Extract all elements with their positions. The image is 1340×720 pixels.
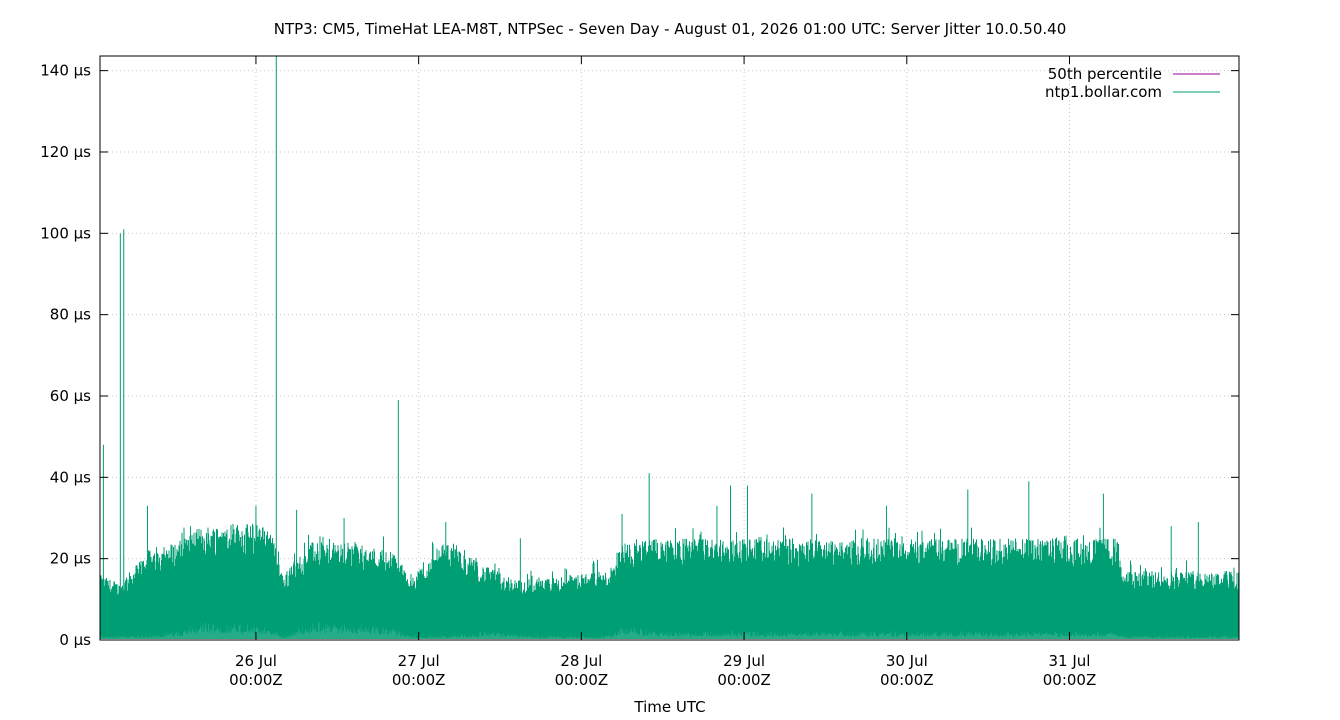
- x-tick-label-date: 28 Jul: [560, 652, 602, 670]
- x-tick-label-time: 00:00Z: [880, 671, 934, 689]
- x-tick-label-date: 31 Jul: [1049, 652, 1091, 670]
- x-tick-label-time: 00:00Z: [555, 671, 609, 689]
- y-tick-label: 120 µs: [40, 143, 91, 161]
- data-area: [100, 56, 1239, 639]
- x-tick-label-time: 00:00Z: [392, 671, 446, 689]
- grid: [100, 56, 1239, 640]
- legend-label: ntp1.bollar.com: [1045, 83, 1162, 101]
- y-tick-label: 100 µs: [40, 224, 91, 242]
- y-axis: 0 µs 20 µs 40 µs 60 µs 80 µs 100 µs 120 µs 140 …: [40, 62, 1239, 649]
- x-tick-label-time: 00:00Z: [1043, 671, 1097, 689]
- x-tick-label-date: 26 Jul: [235, 652, 277, 670]
- y-tick-label: 40 µs: [50, 468, 91, 486]
- chart-title: NTP3: CM5, TimeHat LEA-M8T, NTPSec - Sev…: [274, 20, 1067, 38]
- y-tick-label: 0 µs: [59, 631, 91, 649]
- x-tick-label-date: 27 Jul: [398, 652, 440, 670]
- y-tick-label: 80 µs: [50, 306, 91, 324]
- x-tick-label-date: 30 Jul: [886, 652, 928, 670]
- legend-label: 50th percentile: [1048, 65, 1162, 83]
- y-tick-label: 60 µs: [50, 387, 91, 405]
- x-axis-label: Time UTC: [633, 698, 705, 716]
- y-tick-label: 20 µs: [50, 550, 91, 568]
- x-tick-label-time: 00:00Z: [717, 671, 771, 689]
- x-tick-label-time: 00:00Z: [229, 671, 283, 689]
- y-tick-label: 140 µs: [40, 62, 91, 80]
- plot-frame: [99, 55, 1240, 641]
- series-ntp1-base: [100, 619, 1239, 639]
- x-tick-label-date: 29 Jul: [723, 652, 765, 670]
